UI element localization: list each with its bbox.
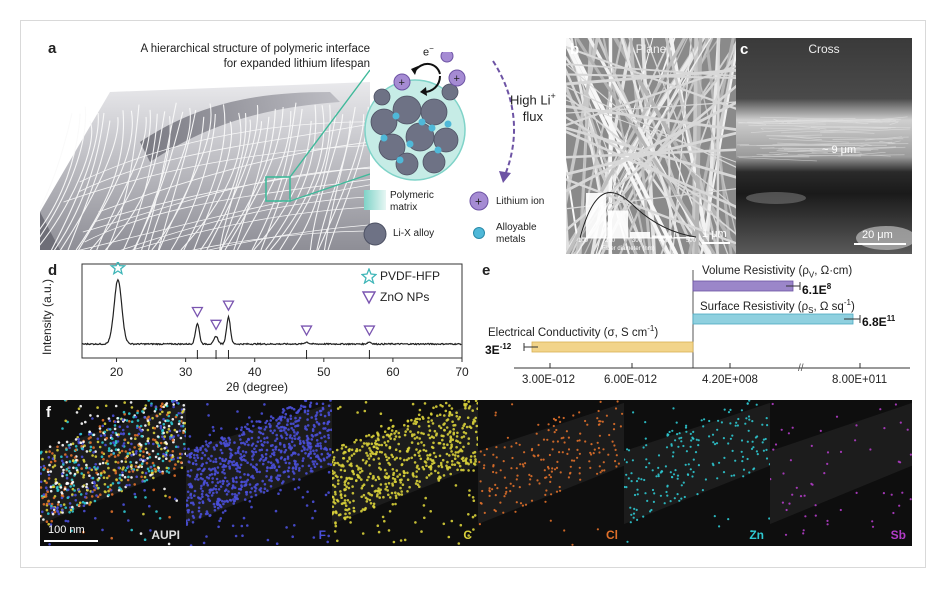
histogram-xlabel: Fiber diameter (nm) [602, 246, 655, 252]
pvdf-legend-icon [361, 268, 377, 284]
particle-zoom: + + [364, 52, 466, 181]
panel-b-title: Plane [635, 42, 667, 56]
lithium-legend: Lithium ion [496, 196, 545, 207]
histogram-bar [608, 210, 628, 238]
flux-arrow [492, 60, 515, 183]
metal-swatch [473, 227, 485, 239]
zoom-box [265, 176, 291, 202]
panel-c-label: c [740, 41, 749, 58]
zoom-leader-bottom [289, 173, 370, 202]
eds-map-cl: Cl [478, 400, 624, 546]
panel-f-label: f [46, 404, 51, 421]
conductivity-label: Electrical Conductivity (σ, S cm-1) [488, 324, 659, 339]
alloy-swatch [363, 222, 387, 246]
alloy-legend: Li-X alloy [393, 228, 435, 239]
xrd-tick-label: 50 [317, 365, 331, 379]
electron-label: e− [423, 44, 434, 59]
xrd-ylabel: Intensity (a.u.) [40, 278, 54, 356]
alloy-clusters [370, 83, 459, 176]
polymer-matrix-swatch [364, 190, 386, 210]
histogram-ticks: 100 200 300 400 500 [578, 238, 696, 244]
flux-label: High Li+ flux [510, 91, 556, 125]
zno-peak-marker [222, 300, 235, 312]
eds-map-c: C [332, 400, 478, 546]
scale-bar-c [854, 243, 906, 245]
eds-map-sb: Sb [770, 400, 912, 546]
axis-break-mark: // [798, 363, 804, 374]
panel-b-label: b [570, 41, 580, 58]
eds-map-f: F [186, 400, 332, 546]
metal-legend: Alloyable metals [496, 222, 537, 245]
panel-c-title: Cross [808, 42, 840, 56]
xrd-tick-label: 30 [179, 365, 193, 379]
fiber-mesh-illustration [40, 69, 370, 250]
volume-resistivity-bar [692, 280, 794, 292]
conductivity-value: 3E-12 [485, 342, 512, 357]
e-tick-4: 8.00E+011 [832, 374, 888, 386]
thickness-label: ~ 9 μm [822, 144, 857, 156]
zno-peak-marker [191, 306, 204, 318]
scale-text-f: 100 nm [48, 524, 85, 536]
eds-label-cl: Cl [606, 528, 618, 542]
sem-plane-fibers [566, 38, 736, 254]
eds-map-aupi: AUPI [40, 400, 186, 546]
scale-text-b: 1 μm [702, 228, 727, 240]
panel-e-label: e [482, 262, 491, 279]
sem-cross-texture [736, 38, 912, 254]
eds-label-zn: Zn [749, 528, 764, 542]
surface-resistivity-label: Surface Resistivity (ρS, Ω sq-1) [700, 298, 855, 316]
pvdf-legend-label: PVDF-HFP [380, 269, 440, 283]
panel-a-title-line2: for expanded lithium lifespan [223, 58, 370, 70]
xrd-chart: 20 30 40 50 60 70 [81, 262, 469, 379]
eds-label-c: C [463, 528, 472, 542]
e-tick-3: 4.20E+008 [702, 374, 758, 386]
volume-resistivity-label: Volume Resistivity (ρV, Ω·cm) [702, 265, 853, 280]
diameter-histogram [579, 192, 697, 239]
eds-map-zn: Zn [624, 400, 770, 546]
polymer-matrix-legend: Polymeric matrix [390, 190, 434, 213]
eds-label-sb: Sb [890, 528, 906, 542]
xrd-pattern-line [81, 278, 462, 346]
resistivity-chart [514, 270, 910, 369]
panel-a-title-line1: A hierarchical structure of polymeric in… [140, 43, 370, 55]
lithium-swatch: + [469, 191, 489, 211]
surface-resistivity-bar [692, 313, 854, 325]
scale-bar-b [702, 242, 730, 244]
lithium-ions: + + [393, 52, 466, 91]
scale-text-c: 20 μm [862, 229, 893, 241]
conductivity-bar [531, 341, 694, 353]
sem-plane-image: b Plane 100 200 300 400 500 Fiber diameter (… [566, 38, 736, 254]
zno-legend-label: ZnO NPs [380, 290, 430, 304]
histogram-bar [652, 235, 672, 238]
eds-label-f: F [318, 528, 326, 542]
volume-resistivity-value: 6.1E8 [802, 282, 832, 297]
svg-text:+: + [399, 77, 405, 89]
sem-cross-image: c Cross ~ 9 μm 20 μm [736, 38, 912, 254]
xrd-tick-label: 20 [110, 365, 124, 379]
surface-resistivity-value: 6.8E11 [862, 314, 896, 329]
scale-bar-f [44, 540, 98, 542]
histogram-bar [586, 193, 606, 238]
zoom-leader-top [289, 69, 370, 178]
zno-legend-icon [361, 291, 377, 305]
eds-label-aupi: AUPI [151, 528, 180, 542]
xrd-xlabel: 2θ (degree) [226, 380, 289, 394]
e-tick-1: 3.00E-012 [522, 374, 576, 386]
e-tick-2: 6.00E-012 [604, 374, 658, 386]
zno-peak-marker [209, 319, 223, 331]
svg-text:+: + [475, 195, 482, 209]
histogram-bar [630, 232, 650, 238]
panel-a-title: A hierarchical structure of polymeric in… [70, 42, 370, 72]
xrd-tick-label: 70 [455, 365, 469, 379]
svg-text:+: + [454, 73, 460, 85]
alloyable-metal-dots [380, 112, 452, 164]
panel-a-label: a [48, 40, 57, 57]
zno-peak-marker [300, 325, 313, 337]
zno-peak-marker [363, 325, 376, 337]
panel-d-label: d [48, 262, 58, 279]
xrd-tick-label: 60 [386, 365, 400, 379]
pvdf-peak-marker [109, 262, 127, 276]
xrd-tick-label: 40 [248, 365, 262, 379]
